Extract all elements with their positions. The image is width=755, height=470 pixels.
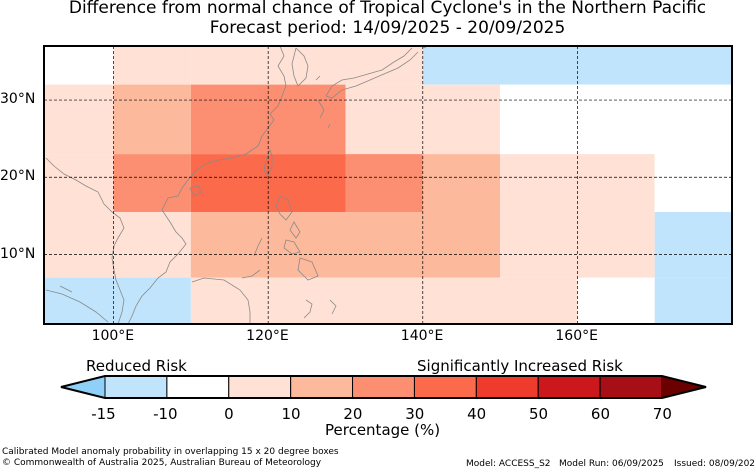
colorbar-over-triangle: [662, 376, 706, 398]
colorbar-under-triangle: [61, 376, 105, 398]
colorbar-segment-8: [599, 375, 663, 399]
colorbar-tick-8: 60: [590, 405, 610, 423]
colorbar-tick-3: 10: [281, 405, 301, 423]
map-cell-17: [654, 154, 732, 213]
reduced-risk-label: Reduced Risk: [86, 357, 187, 375]
map-cell-0: [44, 46, 114, 85]
colorbar-segment-4: [352, 375, 415, 399]
map-cell-21: [500, 212, 578, 278]
map-frame: [43, 45, 733, 325]
map-cell-4: [44, 84, 114, 155]
footer-description: Calibrated Model anomaly probability in …: [2, 447, 339, 457]
colorbar-unit-label: Percentage (%): [325, 421, 441, 439]
map-cell-2: [190, 46, 423, 85]
lon-tick-100: 100°E: [91, 328, 135, 344]
colorbar-tick-1: -10: [153, 405, 178, 423]
colorbar-segment-3: [290, 375, 354, 399]
map-cell-7: [345, 84, 423, 155]
map-title: Difference from normal chance of Tropica…: [68, 0, 707, 18]
map-cell-24: [44, 277, 191, 324]
footer-model: Model: ACCESS_S2: [466, 459, 551, 469]
map-cell-1: [113, 46, 191, 85]
map-cell-15: [500, 154, 578, 213]
map-cell-9: [500, 84, 732, 155]
footer-issued: Issued: 08/09/2025: [674, 459, 755, 469]
increased-risk-label: Significantly Increased Risk: [417, 357, 623, 375]
map-cell-18: [44, 212, 114, 278]
map-cell-27: [577, 277, 655, 324]
colorbar-tick-5: 30: [405, 405, 425, 423]
colorbar-segment-2: [228, 375, 292, 399]
colorbar-segment-6: [475, 375, 539, 399]
colorbar-tick-2: 0: [224, 405, 234, 423]
map-cell-25: [190, 277, 269, 324]
map-cell-16: [577, 154, 655, 213]
map-cell-28: [654, 277, 732, 324]
cell-layer: [44, 46, 732, 324]
map-cell-5: [113, 84, 191, 155]
colorbar-segment-1: [166, 375, 230, 399]
colorbar-outline: [60, 375, 707, 399]
colorbar-tick-4: 20: [343, 405, 363, 423]
colorbar-segment-0: [104, 375, 168, 399]
lat-tick-10: 10°N: [0, 245, 36, 262]
lon-tick-120: 120°E: [246, 328, 289, 344]
colorbar-tick-9: 70: [652, 405, 672, 423]
map-cell-22: [577, 212, 655, 278]
lon-tick-160: 160°E: [555, 328, 598, 344]
footer-model-run: Model Run: 06/09/2025: [559, 459, 664, 469]
map-cell-8: [422, 84, 501, 155]
map-cell-13: [345, 154, 423, 213]
footer-copyright: © Commonwealth of Australia 2025, Austra…: [2, 458, 322, 468]
map-cell-19: [113, 212, 191, 278]
lat-tick-30: 30°N: [0, 91, 36, 108]
map-cell-10: [44, 154, 114, 213]
colorbar-tick-7: 50: [529, 405, 549, 423]
map-cell-23: [654, 212, 732, 278]
colorbar-segment-5: [413, 375, 477, 399]
map-cell-11: [113, 154, 191, 213]
colorbar-tick-0: -15: [91, 405, 116, 423]
lat-tick-20: 20°N: [0, 168, 36, 185]
colorbar: [60, 375, 707, 399]
graticule: [44, 46, 732, 324]
map-cell-20: [190, 212, 501, 278]
forecast-period: Forecast period: 14/09/2025 - 20/09/2025: [209, 18, 566, 38]
colorbar-segment-7: [537, 375, 601, 399]
map-cell-14: [422, 154, 501, 213]
colorbar-tick-6: 40: [467, 405, 487, 423]
lon-tick-140: 140°E: [400, 328, 444, 344]
